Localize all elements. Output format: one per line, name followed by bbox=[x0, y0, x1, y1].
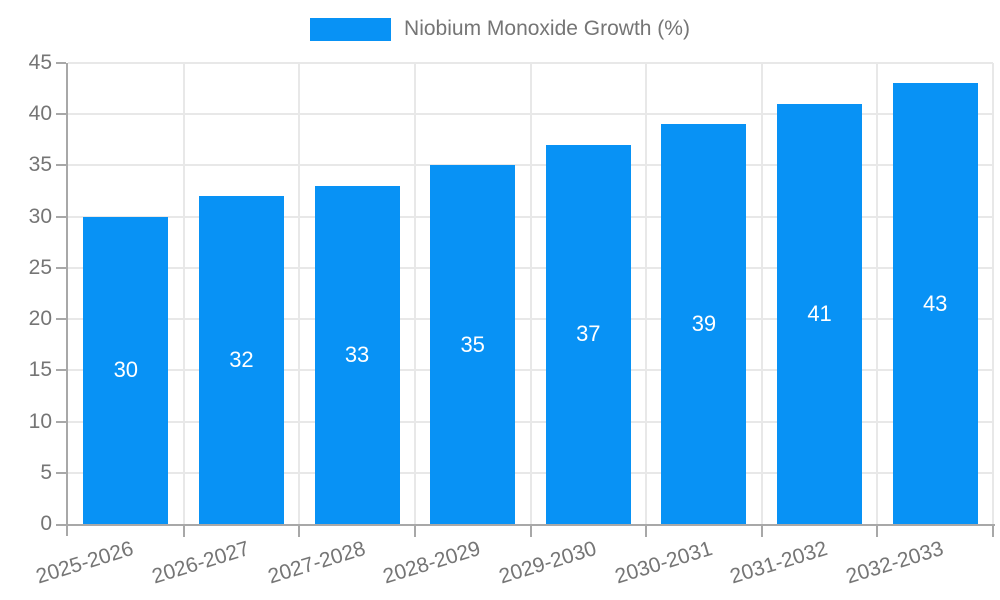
y-tick-label: 30 bbox=[28, 204, 52, 228]
legend-swatch bbox=[310, 17, 392, 41]
y-tick bbox=[56, 266, 66, 269]
bar-value-label: 33 bbox=[344, 341, 370, 367]
gridline-v bbox=[298, 63, 301, 524]
bar-value-label: 37 bbox=[576, 321, 601, 347]
y-axis-line bbox=[66, 63, 68, 536]
bar-value-label: 41 bbox=[807, 300, 832, 326]
y-tick bbox=[56, 62, 66, 64]
gridline-v bbox=[182, 63, 185, 524]
bar-value-label: 43 bbox=[922, 290, 948, 316]
y-tick bbox=[56, 471, 66, 474]
x-tick bbox=[992, 526, 994, 537]
x-tick bbox=[529, 526, 532, 537]
legend-label: Niobium Monoxide Growth (%) bbox=[404, 17, 690, 40]
x-tick-label: 2025-2026 bbox=[33, 537, 137, 589]
gridline-v bbox=[876, 63, 879, 524]
y-tick-label: 35 bbox=[28, 153, 52, 177]
x-tick-label: 2032-2033 bbox=[843, 537, 946, 589]
bar-value-label: 32 bbox=[229, 347, 254, 373]
gridline-v bbox=[413, 63, 416, 524]
y-tick-label: 5 bbox=[40, 460, 52, 484]
gridline-v bbox=[760, 63, 763, 524]
bar-2028-2029[interactable]: 35 bbox=[430, 165, 516, 524]
x-tick-label: 2029-2030 bbox=[496, 537, 600, 589]
bar-2030-2031[interactable]: 39 bbox=[661, 124, 747, 524]
plot-area: 30 32 33 35 37 39 41 43 bbox=[56, 62, 995, 537]
x-tick bbox=[298, 526, 301, 537]
x-tick bbox=[760, 526, 763, 537]
y-tick bbox=[56, 215, 66, 218]
gridline-v bbox=[645, 63, 648, 524]
x-tick-label: 2031-2032 bbox=[727, 537, 831, 589]
y-tick bbox=[56, 420, 66, 423]
gridline-v bbox=[992, 63, 994, 524]
bar-2025-2026[interactable]: 30 bbox=[83, 216, 169, 524]
x-tick bbox=[876, 526, 879, 537]
y-tick-label: 40 bbox=[28, 102, 52, 126]
bar-2027-2028[interactable]: 33 bbox=[314, 185, 400, 524]
y-tick bbox=[56, 318, 66, 321]
y-tick-label: 15 bbox=[28, 358, 52, 382]
x-tick-label: 2030-2031 bbox=[611, 537, 715, 589]
x-tick bbox=[645, 526, 648, 537]
y-tick bbox=[56, 113, 66, 116]
x-tick-label: 2026-2027 bbox=[149, 537, 253, 589]
y-tick-label: 25 bbox=[28, 255, 52, 279]
y-tick bbox=[56, 164, 66, 167]
bar-2032-2033[interactable]: 43 bbox=[892, 83, 978, 524]
y-tick-label: 45 bbox=[28, 51, 52, 74]
y-tick-label: 20 bbox=[28, 307, 52, 331]
y-tick-label: 0 bbox=[40, 512, 52, 535]
bar-value-label: 30 bbox=[113, 357, 139, 383]
bar-value-label: 39 bbox=[691, 311, 717, 337]
bar-2029-2030[interactable]: 37 bbox=[545, 144, 631, 524]
legend[interactable]: Niobium Monoxide Growth (%) bbox=[0, 17, 1000, 41]
bar-2026-2027[interactable]: 32 bbox=[198, 196, 284, 524]
gridline-v bbox=[529, 63, 532, 524]
x-tick bbox=[413, 526, 416, 537]
y-tick bbox=[56, 369, 66, 372]
x-tick-label: 2027-2028 bbox=[265, 537, 368, 589]
bar-2031-2032[interactable]: 41 bbox=[777, 103, 863, 524]
y-tick-label: 10 bbox=[28, 409, 52, 433]
bar-value-label: 35 bbox=[460, 331, 485, 357]
x-tick bbox=[182, 526, 185, 537]
x-axis-line bbox=[56, 524, 995, 526]
x-tick-label: 2028-2029 bbox=[380, 537, 484, 589]
